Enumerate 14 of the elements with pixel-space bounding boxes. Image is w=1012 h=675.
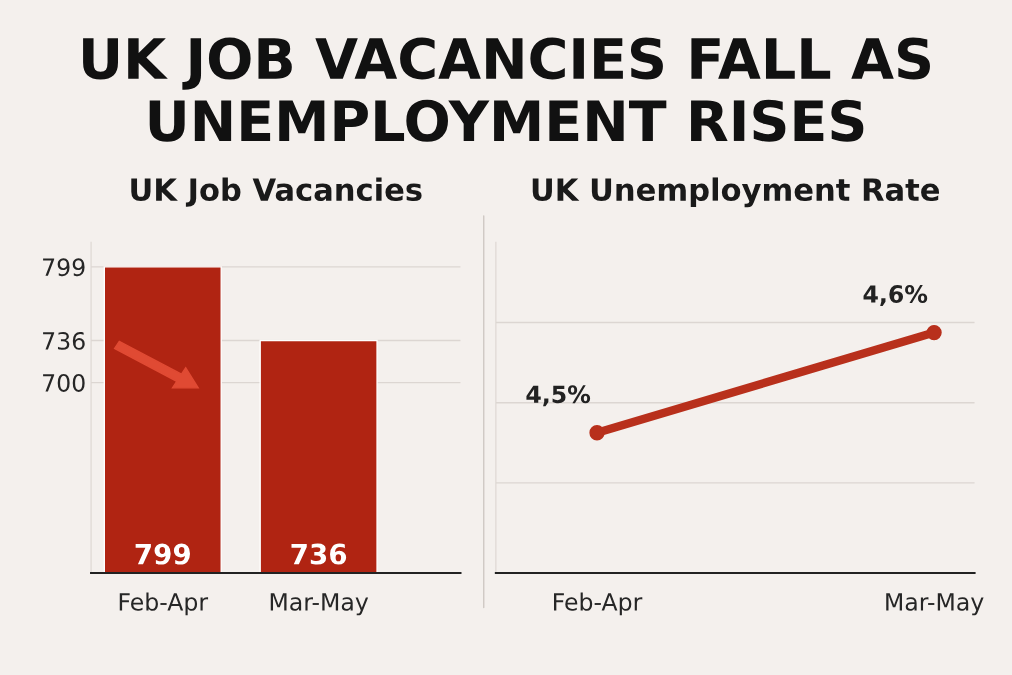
x-tick-label: Feb-Apr (554, 592, 643, 616)
data-label: 4,6% (863, 285, 928, 306)
chart-title: UK Job Vacancies (131, 177, 422, 207)
data-label: 799 (135, 543, 190, 565)
x-tick-label: Mar-May (886, 593, 984, 616)
x-tick-label: Feb-Apr (119, 592, 209, 616)
x-tick-label: Mar-May (270, 593, 369, 616)
y-tick-label: 700 (43, 374, 85, 392)
y-tick-label: 736 (43, 331, 85, 350)
data-label: 736 (291, 543, 347, 565)
text: UK JOB VACANCIES FALL AS UNEMPLOYMENT RISES (83, 37, 930, 142)
y-tick-label: 799 (43, 258, 85, 277)
chart-title: UK Unemployment Rate (532, 177, 940, 208)
data-label: 4,5% (526, 385, 591, 407)
